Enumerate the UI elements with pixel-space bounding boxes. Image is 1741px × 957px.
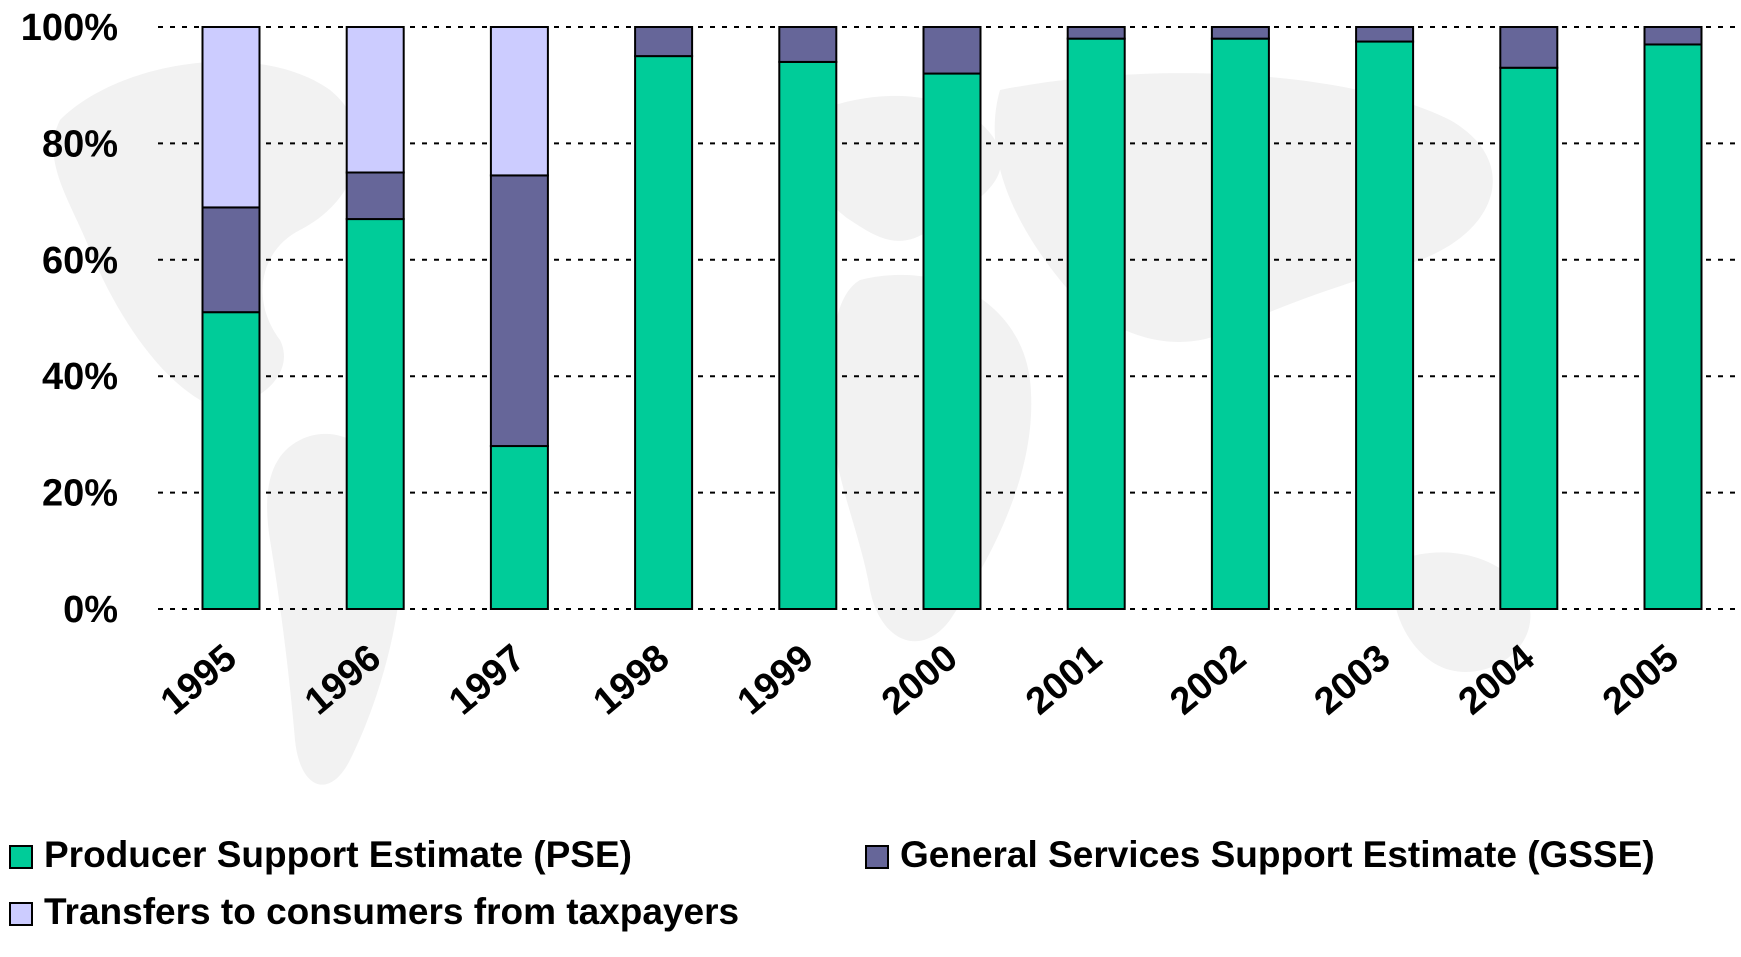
bar-segment [1499,66,1559,611]
y-axis-ticks: 0% 20% 40% 60% 80% 100% [21,7,118,631]
x-tick-label: 1996 [297,637,389,724]
x-tick-label: 2002 [1162,637,1254,724]
bar-segment [1355,40,1415,611]
x-tick-label: 1997 [441,637,533,724]
y-tick-label: 80% [42,123,118,165]
bar-segment [634,55,694,611]
bars [201,26,1703,611]
bar-segment [201,26,261,209]
x-tick-label: 2004 [1451,637,1543,724]
bar-segment [1066,26,1126,40]
bar-segment [1643,43,1703,610]
x-tick-label: 2003 [1307,637,1399,724]
x-tick-label: 1995 [153,637,245,724]
x-tick-label: 2000 [874,637,966,724]
bar-segment [1643,26,1703,46]
bar-segment [489,174,549,448]
bar-segment [345,218,405,610]
legend-swatch [865,845,889,869]
bar-segment [345,171,405,221]
bar-segment [201,311,261,610]
bar-segment [489,26,549,177]
x-tick-label: 1999 [730,637,822,724]
legend-swatch [9,845,33,869]
bar-segment [345,26,405,174]
bar-segment [634,26,694,58]
y-tick-label: 0% [63,589,118,631]
bar-segment [1499,26,1559,69]
y-tick-label: 20% [42,473,118,515]
bar-segment [922,72,982,610]
bar-segment [489,445,549,611]
bar-segment [1066,37,1126,610]
legend-label: General Services Support Estimate (GSSE) [900,834,1655,875]
x-tick-label: 2005 [1595,637,1687,724]
bar-segment [1355,26,1415,43]
y-tick-label: 60% [42,240,118,282]
y-tick-label: 100% [21,7,118,49]
bar-segment [778,26,838,63]
bar-segment [1210,26,1270,40]
bar-segment [922,26,982,75]
bar-segment [778,60,838,611]
legend-label: Producer Support Estimate (PSE) [44,834,632,875]
x-axis-ticks: 1995 1996 1997 1998 1999 2000 2001 2002 2003 2004… [153,637,1687,724]
legend-swatch [9,902,33,926]
bar-segment [201,206,261,314]
bar-segment [1210,37,1270,610]
y-tick-label: 40% [42,356,118,398]
x-tick-label: 2001 [1018,637,1110,724]
legend-label: Transfers to consumers from taxpayers [44,891,739,932]
x-tick-label: 1998 [586,637,678,724]
legend: Producer Support Estimate (PSE) General S… [9,834,1655,932]
